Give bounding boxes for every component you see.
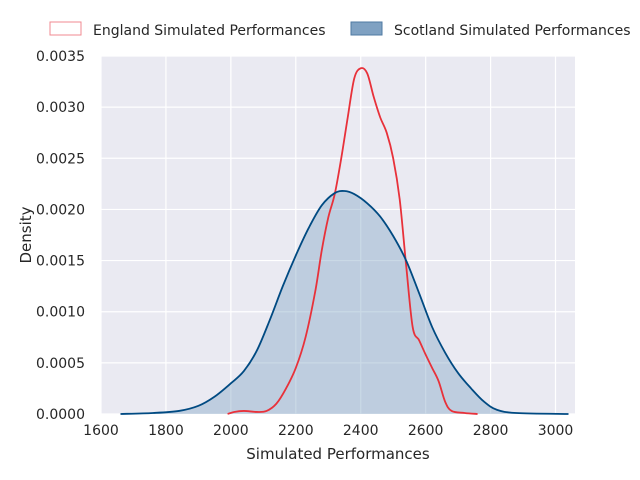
england-density-line	[227, 67, 478, 415]
x-tick-label: 2800	[473, 423, 509, 439]
scotland-density-line	[120, 190, 569, 415]
plot-area	[101, 56, 575, 414]
scotland-density-area	[120, 190, 569, 414]
x-axis-title: Simulated Performances	[246, 445, 430, 463]
x-tick-label: 3000	[538, 423, 574, 439]
y-tick-label: 0.0025	[36, 151, 85, 167]
x-tick-label: 2400	[343, 423, 379, 439]
gridlines	[100, 55, 575, 415]
legend: England Simulated Performances Scotland …	[49, 21, 631, 39]
y-axis-title: Density	[17, 206, 35, 263]
legend-label-england: England Simulated Performances	[93, 23, 326, 39]
y-axis: 0.0000 0.0005 0.0010 0.0015 0.0020 0.0025 0.00…	[36, 49, 85, 423]
x-tick-label: 2600	[408, 423, 444, 439]
legend-swatch-scotland	[350, 21, 383, 36]
y-tick-label: 0.0020	[36, 202, 85, 218]
x-tick-label: 1600	[83, 423, 119, 439]
x-tick-label: 1800	[148, 423, 184, 439]
x-tick-label: 2200	[278, 423, 314, 439]
legend-label-scotland: Scotland Simulated Performances	[394, 23, 631, 39]
y-tick-label: 0.0000	[36, 407, 85, 423]
legend-swatch-england	[49, 21, 82, 36]
series-layer	[120, 67, 569, 415]
y-tick-label: 0.0005	[36, 356, 85, 372]
x-axis: 1600 1800 2000 2200 2400 2600 2800 3000	[83, 423, 573, 439]
y-tick-label: 0.0030	[36, 100, 85, 116]
x-tick-label: 2000	[213, 423, 249, 439]
y-tick-label: 0.0015	[36, 254, 85, 270]
y-tick-label: 0.0010	[36, 305, 85, 321]
y-tick-label: 0.0035	[36, 49, 85, 65]
